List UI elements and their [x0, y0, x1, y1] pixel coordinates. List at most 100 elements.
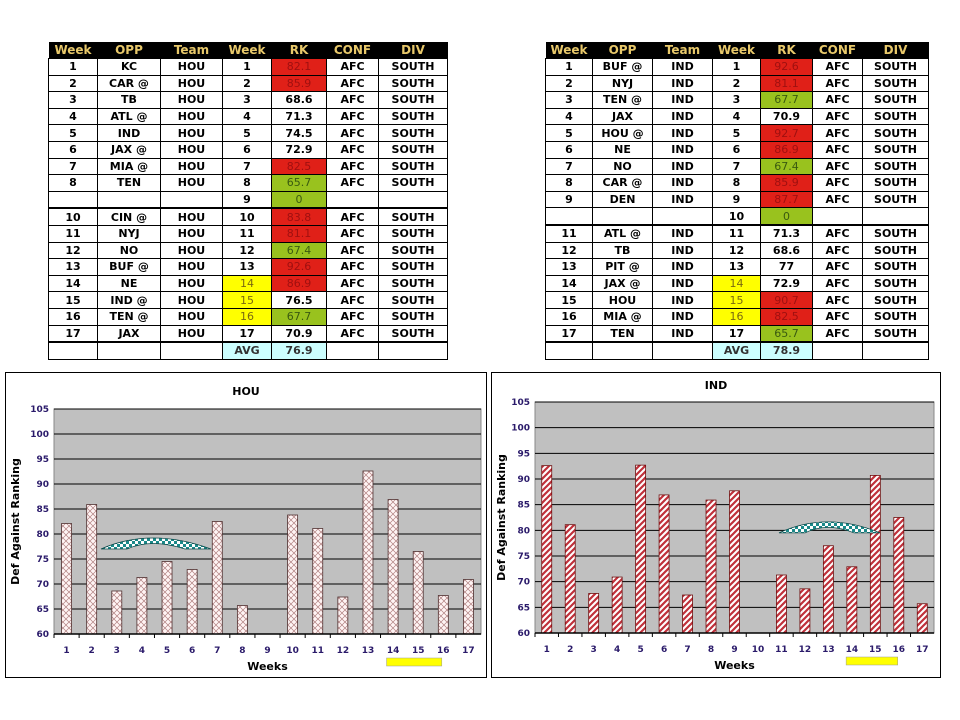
wk-cell: 6 — [712, 140, 761, 159]
bar-week-8 — [236, 605, 248, 635]
div-cell: SOUTH — [862, 140, 929, 159]
opp-cell: NYJ — [592, 74, 653, 93]
week-cell: 3 — [545, 91, 593, 109]
div-cell: SOUTH — [378, 157, 448, 176]
wk-cell: 2 — [222, 74, 272, 93]
x-tick-label: 6 — [189, 646, 195, 656]
rk-cell: 87.7 — [760, 190, 813, 209]
bar-week-17 — [463, 579, 474, 635]
x-tick-label: 13 — [822, 645, 835, 655]
rk-cell: 81.1 — [760, 74, 813, 93]
y-tick-label: 100 — [30, 430, 49, 440]
x-tick-label: 15 — [412, 646, 425, 656]
div-cell: SOUTH — [378, 174, 448, 192]
rk-cell: 86.9 — [760, 140, 813, 159]
team-cell: IND — [652, 91, 713, 109]
checkered-arc-shape — [100, 537, 212, 550]
week-cell: 14 — [545, 274, 593, 293]
table-row: 6 JAX @ HOU 6 72.9 AFC SOUTH — [48, 140, 448, 159]
wk-cell: 15 — [712, 291, 761, 309]
table-row: 12 TB IND 12 68.6 AFC SOUTH — [545, 241, 929, 260]
x-tick-label: 5 — [164, 646, 170, 656]
week-cell: 8 — [48, 174, 98, 192]
team-cell: IND — [652, 307, 713, 326]
x-tick-label: 14 — [846, 645, 859, 655]
opp-cell: JAX — [97, 324, 161, 343]
hou-chart: 60 65 70 75 80 85 90 95 100 105 1 2 3 4 5 6 7 8 9 10 11 12 13 1… — [5, 372, 487, 678]
bar-week-5 — [161, 561, 173, 635]
column-header: OPP — [592, 42, 653, 59]
div-cell: SOUTH — [862, 107, 929, 126]
wk-cell: 13 — [712, 258, 761, 276]
wk-cell: 12 — [712, 241, 761, 260]
conf-cell: AFC — [812, 124, 863, 142]
y-tick-label: 90 — [36, 480, 49, 490]
x-tick-label: 17 — [462, 646, 475, 656]
x-tick-label: 16 — [893, 645, 906, 655]
div-cell: SOUTH — [378, 207, 448, 226]
conf-cell: AFC — [812, 291, 863, 309]
week-cell: 16 — [545, 307, 593, 326]
team-cell: IND — [652, 74, 713, 93]
week-cell: 12 — [545, 241, 593, 260]
x-tick-label: 15 — [869, 645, 882, 655]
wk-cell: 5 — [712, 124, 761, 142]
rk-cell: 92.7 — [760, 124, 813, 142]
y-tick-label: 65 — [517, 603, 530, 613]
opp-cell: HOU @ — [592, 124, 653, 142]
avg-value: 76.9 — [271, 341, 327, 360]
team-cell: HOU — [160, 107, 223, 126]
x-tick-label: 1 — [63, 646, 69, 656]
team-cell: IND — [652, 258, 713, 276]
conf-cell: AFC — [326, 58, 379, 76]
wk-cell: 17 — [712, 324, 761, 343]
div-cell: SOUTH — [862, 174, 929, 192]
wk-cell: 11 — [222, 224, 272, 243]
opp-cell: NE — [592, 140, 653, 159]
week-cell: 2 — [48, 74, 98, 93]
table-row: 6 NE IND 6 86.9 AFC SOUTH — [545, 140, 929, 159]
bar-week-5 — [635, 464, 647, 634]
wk-cell: 3 — [222, 91, 272, 109]
opp-cell: TEN @ — [97, 307, 161, 326]
rk-cell: 72.9 — [271, 140, 327, 159]
conf-cell: AFC — [812, 223, 863, 243]
wk-cell: 7 — [712, 157, 761, 176]
x-tick-label: 10 — [286, 646, 299, 656]
opp-cell: IND @ — [97, 291, 161, 309]
div-cell: SOUTH — [862, 324, 929, 343]
conf-cell: AFC — [812, 140, 863, 159]
conf-cell: AFC — [812, 74, 863, 93]
conf-cell: AFC — [812, 157, 863, 176]
team-cell: HOU — [160, 124, 223, 142]
week-cell: 6 — [545, 140, 593, 159]
opp-cell: NYJ — [97, 224, 161, 243]
week-cell: 12 — [48, 241, 98, 260]
wk-cell: 9 — [712, 190, 761, 209]
week-cell: 7 — [545, 157, 593, 176]
empty-cell — [812, 341, 863, 360]
conf-cell: AFC — [812, 190, 863, 209]
conf-cell: AFC — [812, 58, 863, 76]
wk-cell: 4 — [712, 107, 761, 126]
rk-cell: 72.9 — [760, 274, 813, 293]
conf-cell: AFC — [812, 307, 863, 326]
wk-cell: 10 — [222, 207, 272, 226]
table-row: 9 DEN IND 9 87.7 AFC SOUTH — [545, 190, 929, 209]
rk-cell: 92.6 — [760, 58, 813, 76]
team-cell: HOU — [160, 274, 223, 293]
table-row: 2 CAR @ HOU 2 85.9 AFC SOUTH — [48, 74, 448, 93]
wk-cell: 7 — [222, 157, 272, 176]
week-cell: 5 — [48, 124, 98, 142]
div-cell: SOUTH — [378, 140, 448, 159]
team-cell: IND — [652, 157, 713, 176]
team-cell: HOU — [160, 324, 223, 343]
team-cell: HOU — [160, 74, 223, 93]
opp-cell: IND — [97, 124, 161, 142]
wk-cell: 16 — [222, 307, 272, 326]
x-tick-label: 9 — [264, 646, 270, 656]
conf-cell: AFC — [812, 91, 863, 109]
x-tick-label: 6 — [661, 645, 667, 655]
wk-cell: 9 — [222, 190, 272, 209]
